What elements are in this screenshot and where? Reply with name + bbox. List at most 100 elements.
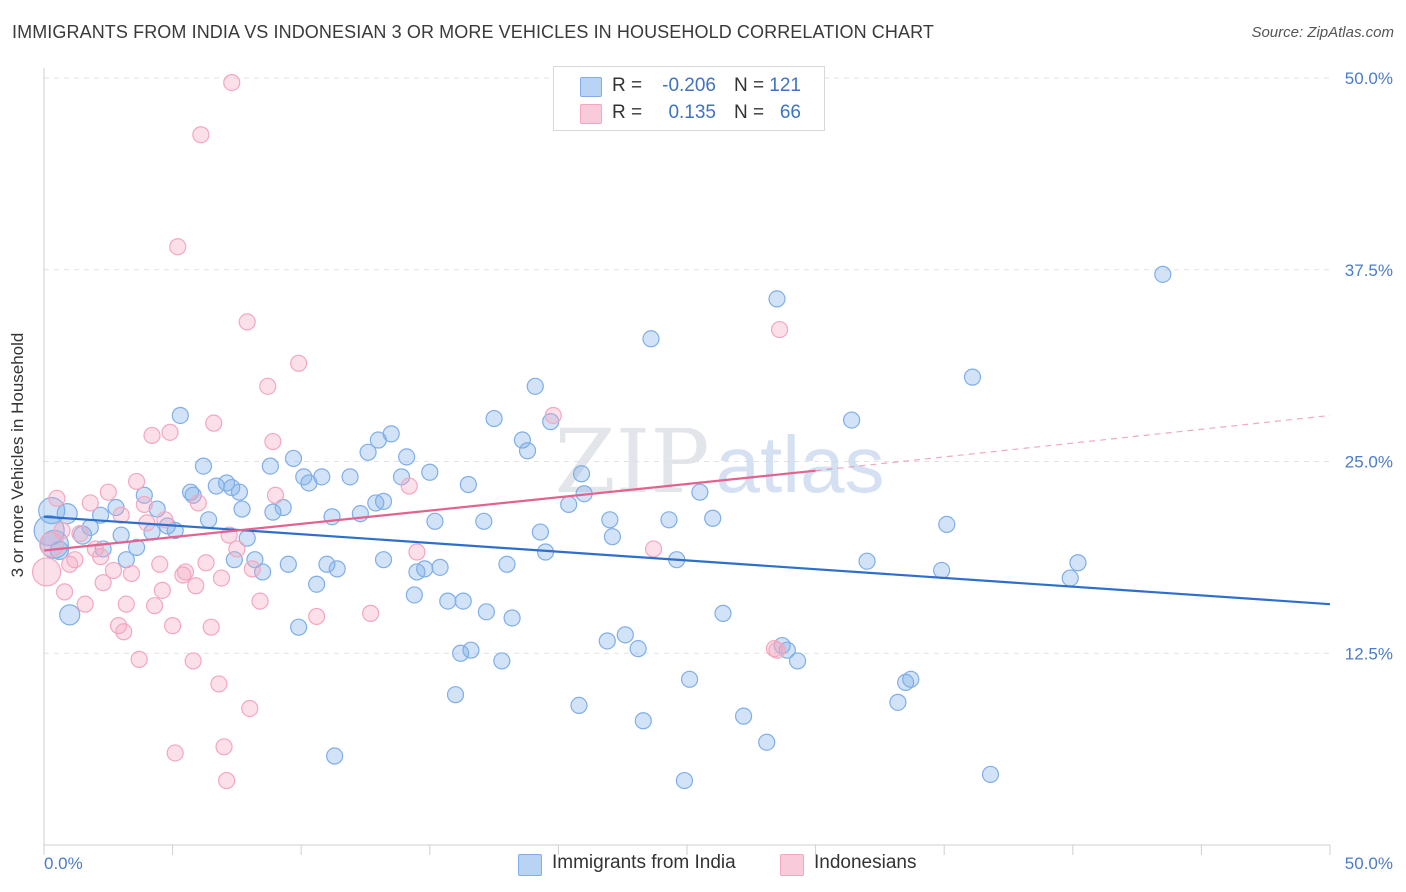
data-points (31, 74, 1172, 790)
point-india (889, 693, 907, 711)
point-india (601, 511, 619, 529)
point-indonesians (408, 543, 426, 561)
point-india (279, 555, 297, 573)
point-india (341, 468, 359, 486)
point-india (261, 457, 279, 475)
point-indonesians (210, 675, 228, 693)
point-india (788, 652, 807, 670)
chart-title: IMMIGRANTS FROM INDIA VS INDONESIAN 3 OR… (12, 22, 934, 42)
r-value-india: -0.206 (662, 75, 716, 96)
point-india (981, 765, 1000, 784)
trend-lines (43, 414, 1331, 606)
point-indonesians (192, 126, 210, 144)
point-indonesians (238, 313, 256, 331)
r-value-indonesians: 0.135 (668, 102, 716, 123)
point-india (326, 747, 344, 765)
point-india (431, 558, 449, 576)
point-indonesians (55, 583, 74, 601)
point-indonesians (91, 548, 110, 566)
point-indonesians (66, 551, 84, 569)
point-indonesians (290, 354, 308, 372)
point-indonesians (48, 489, 66, 507)
point-indonesians (153, 581, 171, 599)
point-indonesians (31, 557, 62, 587)
point-indonesians (400, 477, 418, 495)
point-indonesians (169, 238, 187, 256)
point-india (264, 503, 282, 521)
point-india (902, 670, 920, 688)
point-india (171, 406, 189, 425)
point-india (328, 560, 346, 578)
point-indonesians (223, 74, 241, 92)
point-india (194, 457, 213, 475)
point-indonesians (164, 617, 182, 635)
point-india (225, 551, 243, 569)
y-tick-label: 25.0% (1345, 453, 1393, 472)
stats-row-india: R = -0.206 N = 121 (554, 75, 824, 101)
point-india (897, 673, 915, 691)
point-india (374, 492, 393, 510)
point-indonesians (187, 577, 205, 595)
point-indonesians (218, 771, 236, 790)
legend-swatch-india (518, 854, 542, 876)
legend-label-indonesians: Indonesians (814, 852, 917, 873)
point-indonesians (264, 432, 282, 451)
trend-line-india (43, 515, 1331, 606)
point-india (768, 290, 786, 308)
point-indonesians (770, 320, 789, 339)
point-indonesians (104, 561, 123, 580)
point-india (518, 442, 537, 460)
point-india (127, 538, 146, 557)
trend-line-indonesians-extension (815, 414, 1331, 472)
point-india (446, 686, 465, 704)
point-india (734, 707, 753, 725)
point-india (254, 563, 272, 581)
point-indonesians (122, 564, 141, 583)
point-indonesians (112, 506, 130, 524)
point-india (531, 523, 549, 541)
point-india (560, 495, 578, 514)
point-indonesians (117, 595, 135, 613)
point-indonesians (215, 738, 233, 756)
point-india (598, 632, 616, 650)
point-india (704, 509, 722, 527)
point-indonesians (259, 377, 277, 395)
point-indonesians (205, 414, 223, 432)
point-india (374, 551, 393, 569)
point-indonesians (228, 540, 246, 558)
point-india (462, 641, 480, 659)
point-india (503, 609, 521, 627)
point-indonesians (197, 554, 215, 572)
trend-line-indonesians (43, 469, 816, 552)
point-india (91, 506, 110, 524)
point-india (59, 604, 81, 626)
n-value-india: 121 (769, 75, 801, 96)
point-india (938, 515, 956, 533)
point-india (933, 561, 951, 580)
point-india (572, 465, 591, 483)
point-india (318, 555, 336, 573)
point-indonesians (765, 640, 784, 658)
point-indonesians (308, 607, 326, 626)
point-indonesians (174, 566, 192, 584)
point-india (714, 604, 732, 622)
point-india (284, 449, 303, 468)
point-indonesians (61, 555, 79, 573)
point-india (680, 670, 699, 688)
n-value-indonesians: 66 (779, 102, 801, 123)
point-indonesians (130, 650, 148, 668)
point-indonesians (189, 494, 207, 512)
point-indonesians (166, 744, 184, 762)
point-india (1069, 554, 1087, 572)
point-india (421, 463, 439, 481)
point-india (112, 526, 130, 544)
watermark-atlas: atlas (716, 420, 885, 509)
point-indonesians (241, 699, 259, 718)
point-india (475, 512, 493, 530)
point-india (398, 448, 416, 466)
point-indonesians (176, 563, 195, 581)
point-india (452, 644, 470, 662)
point-india (135, 486, 153, 504)
point-india (634, 712, 652, 730)
n-label: N = (734, 75, 765, 96)
